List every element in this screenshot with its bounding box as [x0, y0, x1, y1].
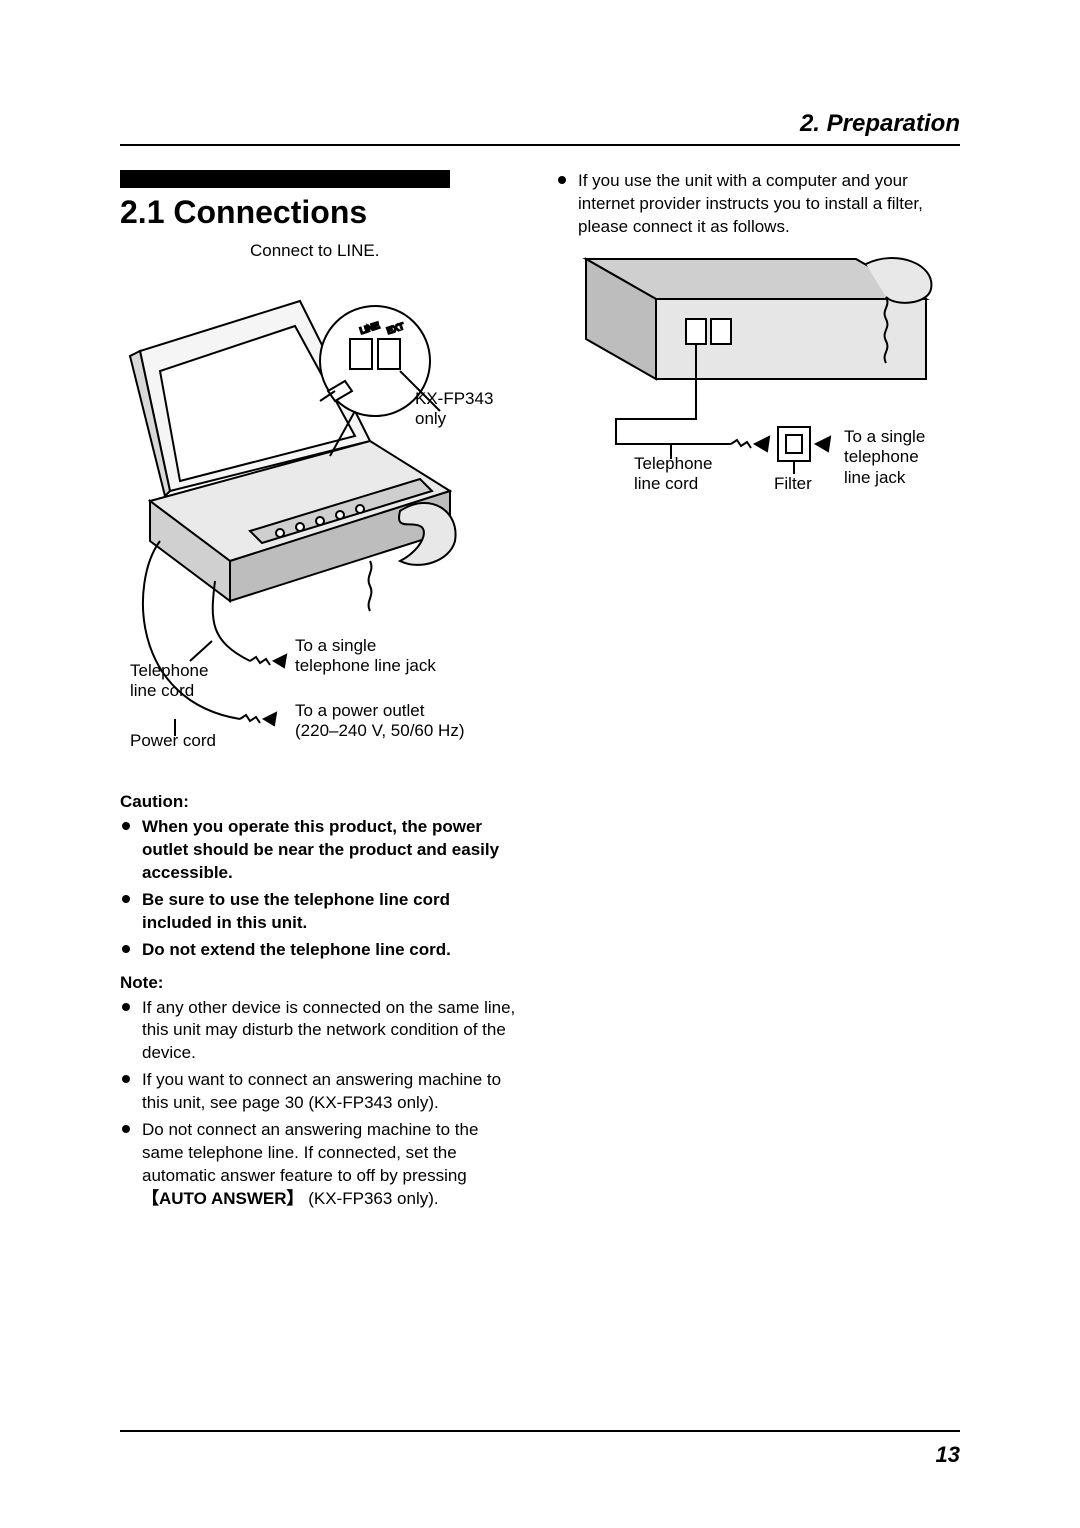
label2-to-single-jack: To a single telephone line jack [844, 427, 925, 488]
note-item: If you want to connect an answering mach… [142, 1069, 524, 1115]
left-column: 2.1 Connections [120, 170, 524, 1215]
right-intro-list: If you use the unit with a computer and … [556, 170, 960, 239]
footer-rule [120, 1430, 960, 1432]
manual-page: 2. Preparation 2.1 Connections [0, 0, 1080, 1528]
caution-heading: Caution: [120, 791, 524, 814]
header-rule [120, 144, 960, 146]
caution-list: When you operate this product, the power… [120, 816, 524, 962]
note-list: If any other device is connected on the … [120, 997, 524, 1211]
caution-item: When you operate this product, the power… [142, 816, 524, 885]
label-connect-to-line: Connect to LINE. [250, 241, 379, 261]
two-column-layout: 2.1 Connections [120, 170, 960, 1215]
caution-item: Do not extend the telephone line cord. [142, 939, 524, 962]
label-to-power-outlet: To a power outlet (220–240 V, 50/60 Hz) [295, 701, 465, 742]
label-to-single-jack: To a single telephone line jack [295, 636, 436, 677]
section-bar [120, 170, 450, 188]
label-tel-line-cord: Telephone line cord [130, 661, 208, 702]
label-model-only: KX-FP343 only [415, 389, 524, 430]
note-item: Do not connect an answering machine to t… [142, 1119, 524, 1211]
note-heading: Note: [120, 972, 524, 995]
caution-item: Be sure to use the telephone line cord i… [142, 889, 524, 935]
section-title: 2.1 Connections [120, 194, 524, 231]
label2-tel-line-cord: Telephone line cord [634, 454, 712, 495]
note-item: If any other device is connected on the … [142, 997, 524, 1066]
label2-filter: Filter [774, 474, 812, 494]
right-column: If you use the unit with a computer and … [556, 170, 960, 1215]
auto-answer-key: 【AUTO ANSWER】 [142, 1189, 304, 1208]
label-power-cord: Power cord [130, 731, 216, 751]
page-number: 13 [120, 1442, 960, 1468]
note-item-post: (KX-FP363 only). [304, 1189, 439, 1208]
connections-diagram: LINE EXT [120, 241, 524, 771]
right-intro-item: If you use the unit with a computer and … [578, 170, 960, 239]
note-item-pre: Do not connect an answering machine to t… [142, 1120, 478, 1185]
filter-diagram: Telephone line cord Filter To a single t… [556, 249, 960, 509]
caution-block: Caution: When you operate this product, … [120, 791, 524, 1211]
page-footer: 13 [120, 1430, 960, 1468]
chapter-header: 2. Preparation [120, 110, 960, 138]
